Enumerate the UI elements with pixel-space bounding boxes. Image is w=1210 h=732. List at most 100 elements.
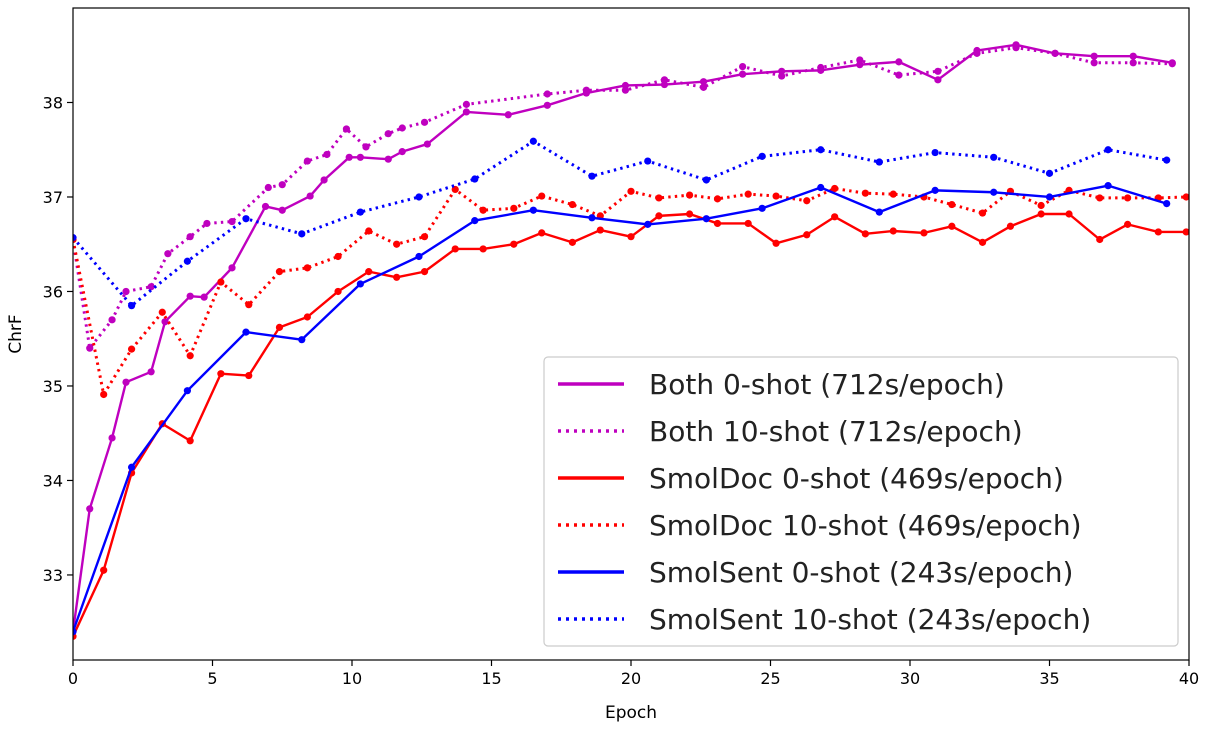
data-point (122, 287, 130, 296)
data-point (699, 78, 708, 86)
data-point (713, 195, 722, 203)
x-tick-label: 25 (760, 669, 780, 688)
data-point (627, 233, 635, 241)
data-point (588, 172, 596, 180)
data-point (543, 101, 551, 109)
data-point (1045, 169, 1054, 177)
data-point (127, 345, 136, 353)
data-point (504, 111, 512, 119)
data-point (164, 250, 172, 258)
data-point (831, 213, 839, 221)
data-point (420, 118, 429, 126)
data-point (158, 308, 166, 316)
data-point (1037, 210, 1045, 218)
data-point (1090, 52, 1098, 60)
data-point (817, 146, 825, 154)
x-tick-label: 35 (1039, 669, 1059, 688)
data-point (345, 153, 353, 161)
data-point (462, 108, 470, 116)
legend-label: SmolSent 0-shot (243s/epoch) (649, 556, 1073, 589)
data-point (122, 378, 130, 386)
data-point (644, 157, 652, 165)
data-point (451, 245, 459, 253)
data-point (393, 273, 401, 281)
legend: Both 0-shot (712s/epoch) Both 10-shot (71… (543, 356, 1179, 647)
data-point (423, 140, 431, 148)
data-point (934, 67, 942, 75)
x-tick-label: 0 (68, 669, 78, 688)
data-point (264, 183, 272, 192)
data-point (242, 215, 250, 223)
data-point (948, 222, 956, 230)
data-point (451, 185, 459, 194)
data-point (702, 215, 710, 223)
data-point (186, 352, 194, 360)
data-point (147, 368, 155, 376)
data-point (744, 190, 752, 198)
data-point (415, 193, 423, 201)
data-point (100, 390, 108, 399)
data-point (420, 268, 429, 276)
data-point (568, 238, 577, 246)
data-point (990, 188, 998, 196)
x-tick-label: 10 (342, 669, 362, 688)
series-line-5 (73, 139, 1167, 308)
data-point (217, 370, 225, 378)
data-point (186, 437, 194, 445)
data-point (702, 176, 710, 184)
data-point (356, 280, 364, 288)
data-point (320, 176, 328, 184)
data-point (1012, 44, 1020, 52)
data-point (420, 233, 429, 241)
y-tick-label: 36 (43, 282, 63, 301)
data-point (934, 76, 942, 84)
data-point (817, 183, 825, 192)
data-point (86, 505, 94, 513)
data-point (568, 200, 577, 209)
data-point (228, 217, 236, 226)
data-point (73, 234, 77, 242)
data-point (1045, 193, 1054, 201)
data-point (772, 239, 780, 247)
data-point (803, 231, 811, 239)
data-point (1163, 200, 1171, 208)
data-point (713, 219, 722, 228)
data-point (978, 209, 987, 217)
data-point (685, 191, 694, 199)
x-tick-label: 5 (207, 669, 217, 688)
data-point (334, 252, 342, 261)
data-point (861, 230, 869, 238)
data-point (739, 70, 747, 78)
data-point (303, 313, 311, 321)
data-point (275, 323, 284, 331)
data-point (217, 278, 225, 286)
legend-label: SmolDoc 10-shot (469s/epoch) (649, 509, 1082, 542)
data-point (303, 157, 311, 165)
axes: 0 5 10 15 20 25 30 35 40 33 34 35 36 37 38 (43, 93, 1200, 688)
data-point (973, 49, 981, 57)
data-point (393, 240, 401, 248)
data-point (334, 287, 342, 296)
data-point (73, 628, 77, 636)
series-line-1 (73, 46, 1173, 350)
y-tick-label: 35 (43, 377, 63, 396)
data-point (462, 100, 470, 108)
data-point (1154, 228, 1162, 236)
data-point (242, 328, 250, 336)
data-point (931, 148, 939, 157)
data-point (744, 219, 752, 228)
data-point (356, 153, 364, 161)
data-point (127, 302, 136, 310)
data-point (1124, 194, 1132, 202)
data-point (778, 72, 786, 80)
data-point (931, 186, 939, 194)
data-point (644, 220, 652, 228)
data-point (875, 158, 883, 166)
data-point (298, 230, 306, 238)
data-point (1037, 201, 1045, 210)
data-point (245, 301, 253, 309)
data-point (186, 233, 194, 241)
data-point (588, 214, 596, 222)
data-point (1163, 156, 1171, 164)
data-point (1168, 60, 1176, 68)
